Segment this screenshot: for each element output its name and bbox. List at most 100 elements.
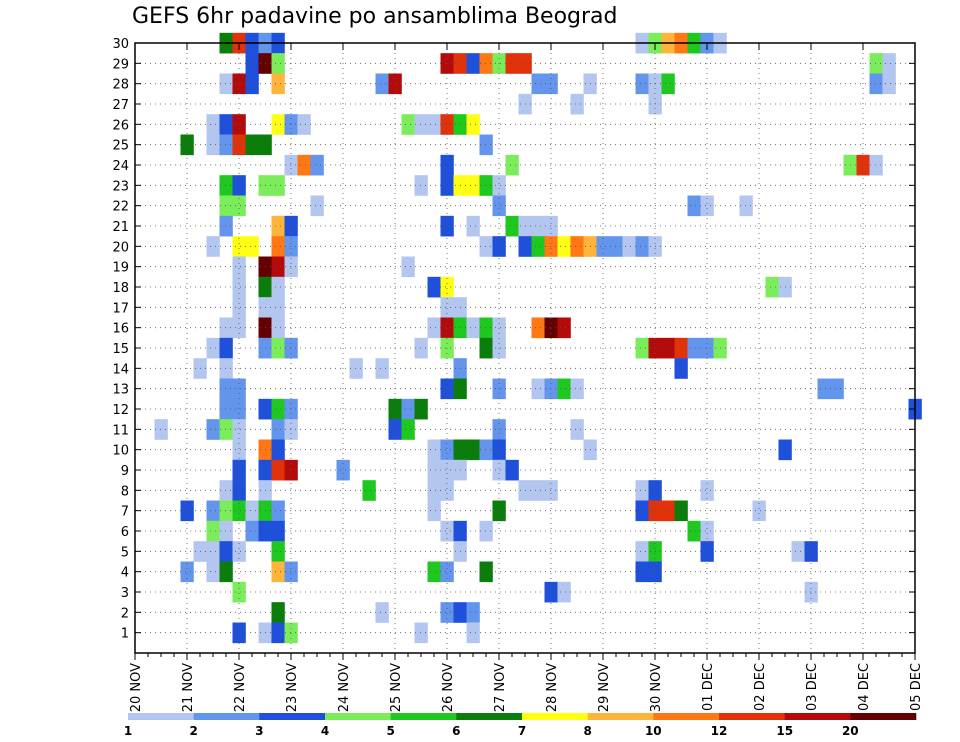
heatmap-cell [479,337,493,359]
heatmap-cell [440,175,454,196]
colorbar-swatch [850,713,917,720]
heatmap-cell [401,256,415,278]
heatmap-cell [544,236,558,257]
heatmap-cell [492,500,506,522]
heatmap-cell [414,398,428,420]
heatmap-cell [440,114,454,135]
heatmap-cell [440,561,454,583]
y-tick-label: 11 [112,423,129,438]
heatmap-cell [245,73,259,95]
heatmap-cell [271,439,285,461]
colorbar-swatch [522,713,588,720]
heatmap-cell [219,195,233,217]
heatmap-cell [440,480,454,501]
heatmap-cell [206,114,220,135]
heatmap-cell [414,114,428,135]
heatmap-cell [570,419,584,440]
heatmap-cell [531,73,545,95]
heatmap-cell [700,541,714,562]
heatmap-cell [271,317,285,339]
x-tick-label: 30 NOV [649,663,664,712]
heatmap-cell [479,53,493,74]
heatmap-cell [375,602,389,623]
heatmap-cell [505,154,519,176]
y-tick-label: 9 [121,464,129,479]
heatmap-cell [687,337,701,359]
heatmap-cell [739,195,753,217]
y-tick-label: 12 [112,403,129,418]
heatmap-cell [869,53,883,74]
heatmap-cell [440,459,454,481]
heatmap-cell [206,134,220,156]
heatmap-cell [427,276,441,298]
heatmap-cell [232,134,246,156]
y-tick-labels: 1234567891011121314151617181920212223242… [112,37,129,642]
heatmap-cell [427,439,441,461]
heatmap-cell [674,337,688,359]
heatmap-cell [232,175,246,196]
heatmap-cell [232,480,246,501]
heatmap-cell [219,561,233,583]
heatmap-cell [505,459,519,481]
heatmap-cell [297,114,311,135]
y-tick-label: 4 [121,566,129,581]
heatmap-cell [271,459,285,481]
y-tick-label: 21 [112,220,129,235]
heatmap-cell [492,419,506,440]
heatmap-cell [245,520,259,542]
heatmap-cell [219,114,233,135]
heatmap-cell [661,73,675,95]
y-tick-label: 26 [112,118,129,133]
heatmap-cell [882,53,896,74]
y-tick-label: 23 [112,179,129,194]
x-tick-label: 04 DEC [857,663,872,711]
colorbar-swatch [390,713,457,720]
heatmap-cell [440,602,454,623]
y-tick-label: 28 [112,78,129,93]
heatmap-cell [492,195,506,217]
heatmap-cell [232,195,246,217]
heatmap-cell [479,439,493,461]
colorbar-label: 1 [124,724,132,738]
heatmap-cell [206,337,220,359]
heatmap-cell [232,276,246,298]
heatmap-cell [180,134,194,156]
heatmap-cell [284,154,298,176]
colorbar-label: 3 [255,724,263,738]
heatmap-cell [219,541,233,562]
chart-title: GEFS 6hr padavine po ansamblima Beograd [132,4,618,29]
heatmap-cell [440,154,454,176]
heatmap-cell [791,541,805,562]
heatmap-cell [544,480,558,501]
heatmap-cell [531,378,545,400]
heatmap-cell [271,297,285,318]
heatmap-cell [466,317,480,339]
heatmap-cell [544,317,558,339]
heatmap-cell [219,398,233,420]
colorbar-label: 20 [842,724,859,738]
colorbar-swatch [128,713,194,720]
heatmap-cell [479,236,493,257]
colorbar-swatch [653,713,720,720]
heatmap-cell [492,317,506,339]
x-tick-label: 28 NOV [545,663,560,712]
heatmap-cell [557,236,571,257]
heatmap-cell [180,561,194,583]
y-tick-label: 13 [112,383,129,398]
y-tick-label: 29 [112,57,129,72]
heatmap-cell [271,398,285,420]
heatmap-cell [557,378,571,400]
heatmap-cell [310,195,324,217]
heatmap-cell [531,480,545,501]
heatmap-cell [479,561,493,583]
y-tick-label: 14 [112,362,129,377]
heatmap-cell [505,215,519,237]
heatmap-cell [271,602,285,623]
heatmap-cell [414,337,428,359]
heatmap-cell [232,256,246,278]
heatmap-cell [570,93,584,115]
colorbar-label: 12 [711,724,728,738]
heatmap-cell [687,195,701,217]
x-tick-label: 05 DEC [909,663,924,711]
heatmap-cell [479,520,493,542]
